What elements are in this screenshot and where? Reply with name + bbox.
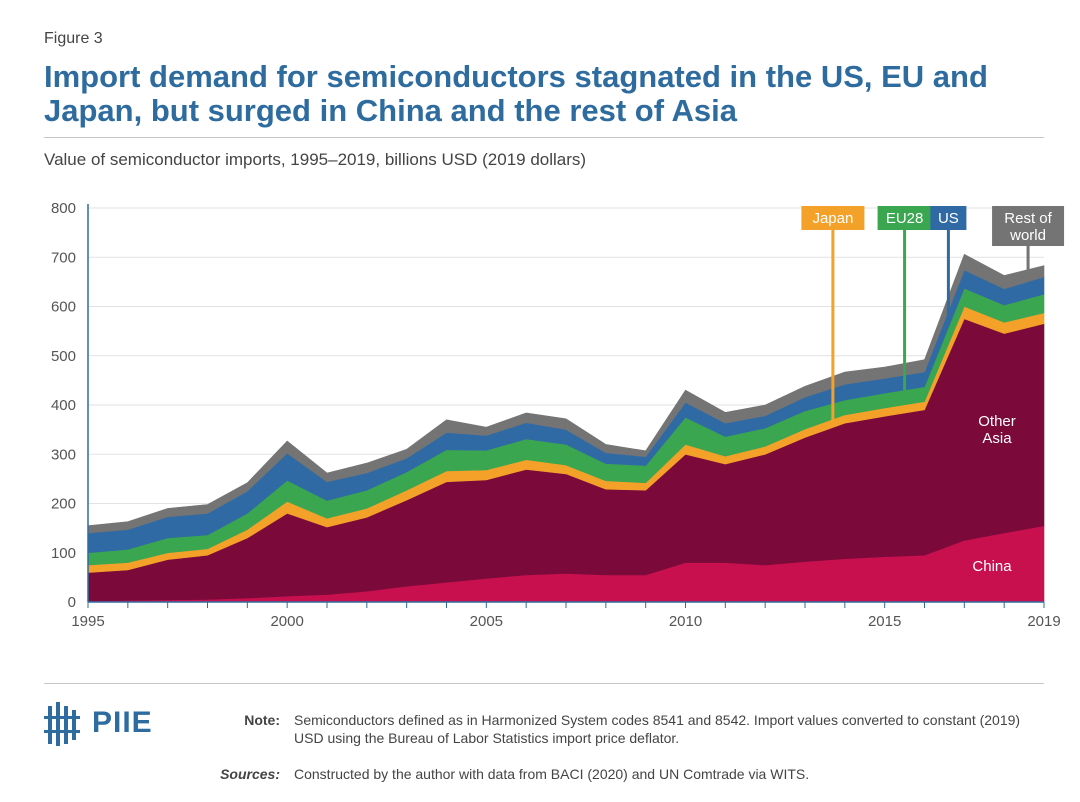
y-tick-label-600: 600 [51,299,76,316]
label-other-asia: Other Asia [978,413,1016,447]
piie-logo-icon [44,702,80,746]
callout-label-eu28: EU28 [886,210,924,227]
axes: 0 100 200 300 400 500 600 700 800 1995 2000 2005 201… [51,200,1061,630]
x-tick-label-2010: 2010 [669,613,702,630]
callout-us: US [930,206,967,320]
x-tick-label-2015: 2015 [868,613,901,630]
callout-box-us [930,206,967,230]
area-chart: 0 100 200 300 400 500 600 700 800 1995 2000 2005 201… [51,200,1065,630]
y-tick-label-500: 500 [51,348,76,365]
callout-rest_of_world: Rest of world [992,206,1065,276]
y-tick-label-0: 0 [68,594,76,611]
x-tick-label-1995: 1995 [71,613,104,630]
y-tick-label-300: 300 [51,446,76,463]
title-divider [44,137,1044,138]
area-rest_of_world [87,253,1045,534]
y-tick-label-100: 100 [51,545,76,562]
label-china: China [972,558,1012,575]
callout-label-us: US [938,210,959,227]
y-tick-label-800: 800 [51,200,76,217]
chart-subtitle: Value of semiconductor imports, 1995–201… [44,150,587,169]
y-tick-label-700: 700 [51,249,76,266]
figure-label: Figure 3 [44,30,103,47]
x-tick-label-2000: 2000 [270,613,303,630]
sources-label: Sources: [220,766,280,782]
callout-label-japan: Japan [812,210,853,227]
y-tick-label-400: 400 [51,397,76,414]
callout-japan: Japan [801,206,865,424]
sources-text: Constructed by the author with data from… [294,766,810,782]
callout-eu28: EU28 [877,206,932,398]
series-labels: Other Asia China [972,413,1015,575]
note-label: Note: [244,712,280,728]
note-text: Semiconductors defined as in Harmonized … [294,712,1021,746]
chart-title: Import demand for semiconductors stagnat… [44,59,988,128]
x-tick-label-2019: 2019 [1027,613,1060,630]
footer-divider [44,683,1044,684]
callout-label-rest_of_world: Rest of world [1004,210,1052,244]
callout-box-japan [801,206,865,230]
stacked-areas [87,253,1045,603]
logo-text: PIIE [92,706,153,739]
y-tick-label-200: 200 [51,496,76,513]
callout-box-eu28 [877,206,932,230]
callout-box-rest_of_world [992,206,1065,246]
x-tick-label-2005: 2005 [470,613,503,630]
callouts: Japan EU28 US Rest of world [801,206,1065,424]
